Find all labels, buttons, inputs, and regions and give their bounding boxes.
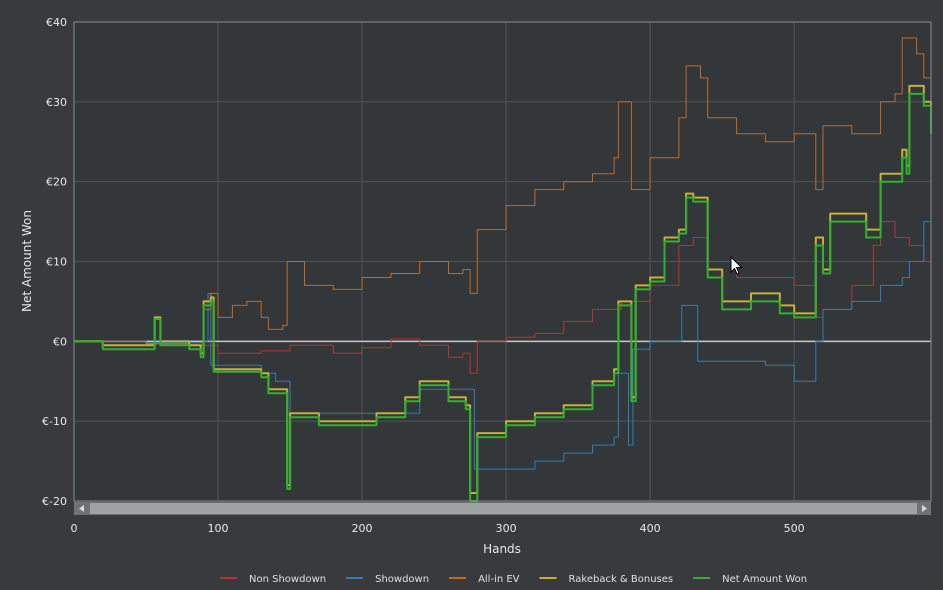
legend-label-rakeback-bonuses: Rakeback & Bonuses — [569, 574, 674, 585]
legend-label-all-in-ev: All-in EV — [478, 574, 520, 585]
scroll-left-arrow-icon[interactable] — [79, 505, 84, 512]
x-axis: 0 100 200 300 400 500 — [71, 522, 805, 535]
x-tick-label: 100 — [208, 522, 229, 535]
y-tick-label: €20 — [46, 176, 67, 189]
x-tick-label: 200 — [352, 522, 373, 535]
scroll-right-arrow-icon[interactable] — [922, 505, 927, 512]
x-tick-label: 400 — [640, 522, 661, 535]
series-group — [74, 37, 932, 502]
x-tick-label: 0 — [71, 522, 78, 535]
y-axis-title: Net Amount Won — [20, 210, 34, 312]
y-tick-label: €30 — [46, 96, 67, 109]
scrollbar-thumb[interactable] — [90, 503, 917, 514]
x-tick-label: 300 — [496, 522, 517, 535]
series-line-non-showdown — [74, 221, 932, 374]
series-line-showdown — [74, 209, 932, 470]
legend: Non Showdown Showdown All-in EV Rakeback & … — [220, 574, 807, 585]
horizontal-scrollbar[interactable] — [74, 502, 931, 515]
y-tick-label: €0 — [53, 335, 67, 348]
y-axis: €40 €30 €20 €10 €0 €-10 €-20 — [42, 16, 67, 508]
series-line-net-amount-won — [74, 92, 932, 502]
legend-label-non-showdown: Non Showdown — [249, 574, 326, 585]
y-tick-label: €-20 — [42, 495, 67, 508]
mouse-cursor-icon — [730, 255, 743, 275]
legend-label-net-amount-won: Net Amount Won — [722, 574, 807, 585]
y-tick-label: €10 — [46, 256, 67, 269]
x-tick-label: 500 — [784, 522, 805, 535]
x-axis-title: Hands — [483, 542, 521, 556]
y-tick-label: €40 — [46, 16, 67, 29]
plot-border — [73, 21, 932, 502]
legend-label-showdown: Showdown — [375, 574, 429, 585]
series-line-all-in-ev — [74, 37, 931, 346]
y-tick-label: €-10 — [42, 415, 67, 428]
